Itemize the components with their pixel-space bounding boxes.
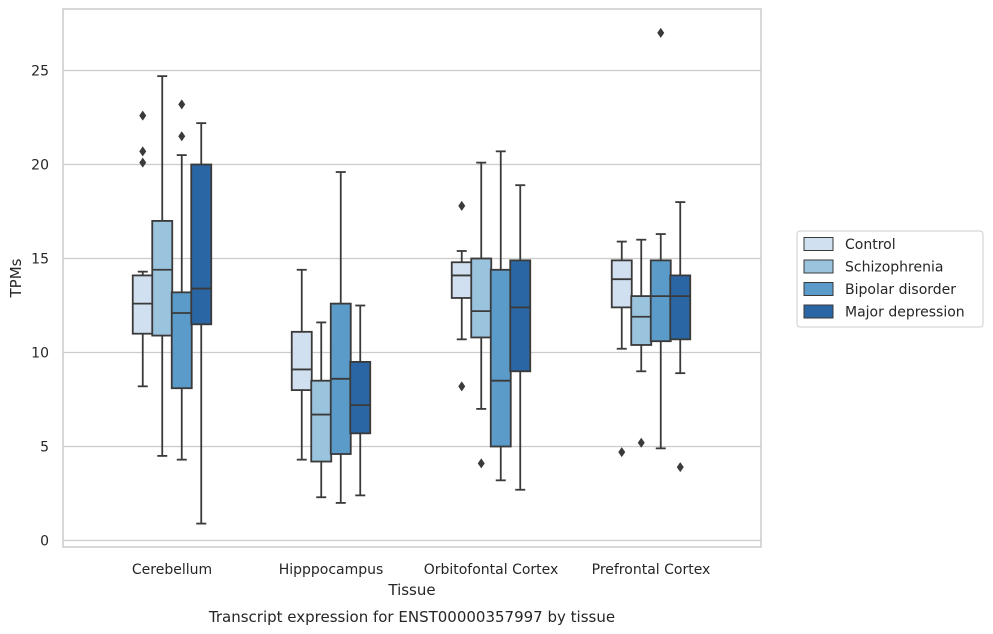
legend-swatch-0 — [803, 237, 834, 251]
x-axis-label: Tissue — [387, 581, 435, 599]
outlier-point — [618, 447, 626, 458]
box-body — [669, 274, 692, 341]
x-tick-label-1: Hipppocampus — [279, 562, 384, 578]
x-tick-label-2: Orbitofontal Cortex — [424, 562, 559, 578]
box-2-3 — [509, 184, 532, 491]
box-body — [131, 274, 154, 335]
outlier-point — [637, 437, 645, 448]
box-body — [649, 259, 672, 343]
box-2-0 — [450, 200, 473, 392]
box-1-3 — [349, 304, 372, 497]
box-3-1 — [630, 238, 653, 448]
box-0-1 — [151, 75, 174, 457]
box-1-1 — [310, 321, 333, 499]
box-1-2 — [329, 171, 352, 504]
box-3-0 — [610, 240, 633, 458]
legend: Control Schizophrenia Bipolar disorder Majo… — [796, 230, 984, 328]
legend-swatch-2 — [803, 282, 834, 296]
box-body — [151, 219, 174, 337]
box-body — [610, 259, 633, 309]
outlier-point — [178, 99, 186, 110]
tick-labels: 0 5 10 15 20 25 Cerebellum Hipppocampus Orbitofo… — [31, 64, 710, 579]
y-tick-label-2: 10 — [31, 346, 49, 362]
box-3-2 — [649, 27, 672, 450]
legend-frame — [796, 230, 984, 328]
y-axis-label: TPMs — [7, 258, 25, 298]
box-groups — [131, 27, 692, 525]
outlier-point — [676, 462, 684, 473]
box-body — [630, 295, 653, 346]
y-tick-label-1: 5 — [40, 440, 49, 456]
legend-label-1: Schizophrenia — [845, 260, 943, 276]
box-body — [290, 330, 313, 392]
chart-caption: Transcript expression for ENST0000035799… — [208, 608, 615, 626]
box-0-0 — [131, 110, 154, 388]
box-1-0 — [290, 268, 313, 461]
y-tick-label-0: 0 — [40, 534, 49, 550]
box-body — [170, 291, 193, 390]
box-2-1 — [470, 161, 493, 469]
outlier-point — [139, 110, 147, 121]
plot-area-frame — [62, 8, 762, 548]
legend-swatch-3 — [803, 304, 834, 319]
box-3-3 — [669, 201, 692, 473]
box-body — [450, 261, 473, 299]
outlier-point — [477, 458, 485, 469]
box-body — [349, 360, 372, 435]
outlier-point — [178, 131, 186, 142]
outlier-point — [458, 381, 466, 392]
box-body — [470, 257, 493, 339]
box-body — [489, 268, 512, 448]
box-body — [310, 379, 333, 463]
y-tick-label-4: 20 — [31, 158, 49, 174]
y-tick-label-3: 15 — [31, 252, 49, 268]
outlier-point — [139, 157, 147, 168]
box-body — [509, 259, 532, 373]
x-tick-label-3: Prefrontal Cortex — [592, 562, 711, 578]
y-tick-label-5: 25 — [31, 64, 49, 80]
box-0-3 — [190, 122, 213, 525]
box-body — [190, 163, 213, 326]
box-2-2 — [489, 150, 512, 482]
x-tick-label-0: Cerebellum — [132, 562, 212, 578]
outlier-point — [139, 146, 147, 157]
legend-label-2: Bipolar disorder — [845, 282, 956, 298]
legend-swatch-1 — [803, 259, 834, 274]
legend-label-3: Major depression — [845, 305, 965, 321]
legend-label-0: Control — [845, 237, 896, 253]
outlier-point — [657, 27, 665, 38]
outlier-point — [458, 200, 466, 211]
box-0-2 — [170, 99, 193, 461]
